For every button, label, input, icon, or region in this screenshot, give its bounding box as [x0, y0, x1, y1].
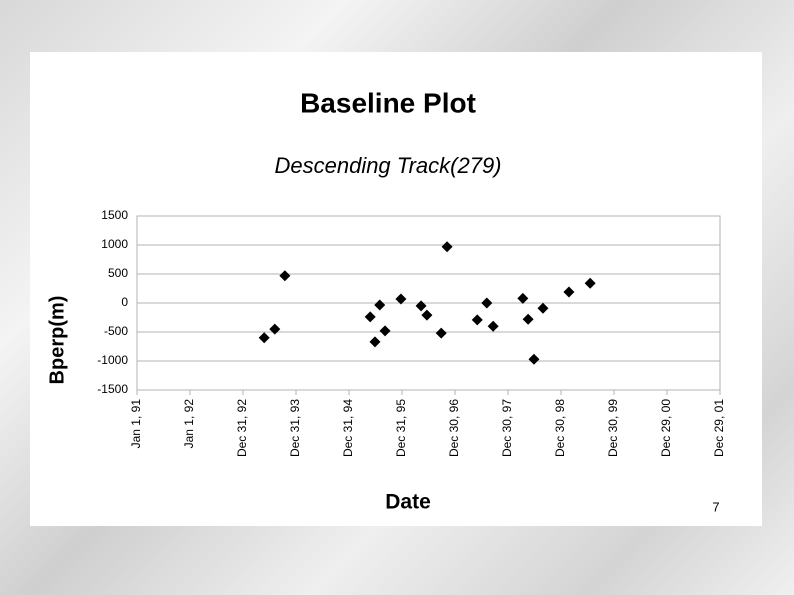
x-tick-label: Dec 30, 98 [553, 399, 567, 457]
chart-subtitle: Descending Track(279) [274, 153, 501, 178]
data-point [563, 286, 575, 298]
y-tick-label: 500 [108, 266, 128, 280]
x-tick-label: Dec 31, 93 [288, 399, 302, 457]
data-point [395, 293, 407, 305]
data-point [517, 292, 529, 304]
data-point [528, 353, 540, 365]
data-point [487, 320, 499, 332]
x-tick-label: Dec 31, 92 [235, 399, 249, 457]
data-point [481, 297, 493, 309]
data-point [537, 302, 549, 314]
data-point [279, 270, 291, 282]
y-tick-label: -500 [104, 324, 128, 338]
x-tick-label: Dec 30, 99 [606, 399, 620, 457]
y-tick-label: -1500 [97, 382, 128, 396]
data-point [421, 309, 433, 321]
x-tick-label: Jan 1, 92 [182, 399, 196, 449]
data-point [369, 336, 381, 348]
x-axis-label: Date [385, 491, 431, 514]
data-point [374, 299, 386, 311]
page-number: 7 [712, 499, 719, 514]
data-point [584, 277, 596, 289]
data-point [269, 323, 281, 335]
plot-frame [136, 215, 721, 391]
data-point [522, 313, 534, 325]
x-tick-label: Dec 29, 00 [659, 399, 673, 457]
data-point [379, 325, 391, 337]
y-tick-label: -1000 [97, 353, 128, 367]
y-tick-label: 1500 [101, 208, 128, 222]
y-tick-label: 0 [121, 295, 128, 309]
data-point [471, 314, 483, 326]
data-point [441, 241, 453, 253]
data-point [435, 327, 447, 339]
y-axis-label: Bperp(m) [46, 296, 68, 385]
chart-title: Baseline Plot [300, 87, 476, 118]
x-tick-label: Dec 31, 94 [341, 399, 355, 457]
y-tick-label: 1000 [101, 237, 128, 251]
data-point [258, 332, 270, 344]
x-tick-label: Dec 29, 01 [712, 399, 726, 457]
data-point [415, 300, 427, 312]
x-tick-label: Jan 1, 91 [129, 399, 143, 449]
x-tick-label: Dec 31, 95 [394, 399, 408, 457]
slide-panel [30, 52, 762, 526]
x-tick-label: Dec 30, 96 [447, 399, 461, 457]
data-point [364, 311, 376, 323]
x-tick-label: Dec 30, 97 [500, 399, 514, 457]
